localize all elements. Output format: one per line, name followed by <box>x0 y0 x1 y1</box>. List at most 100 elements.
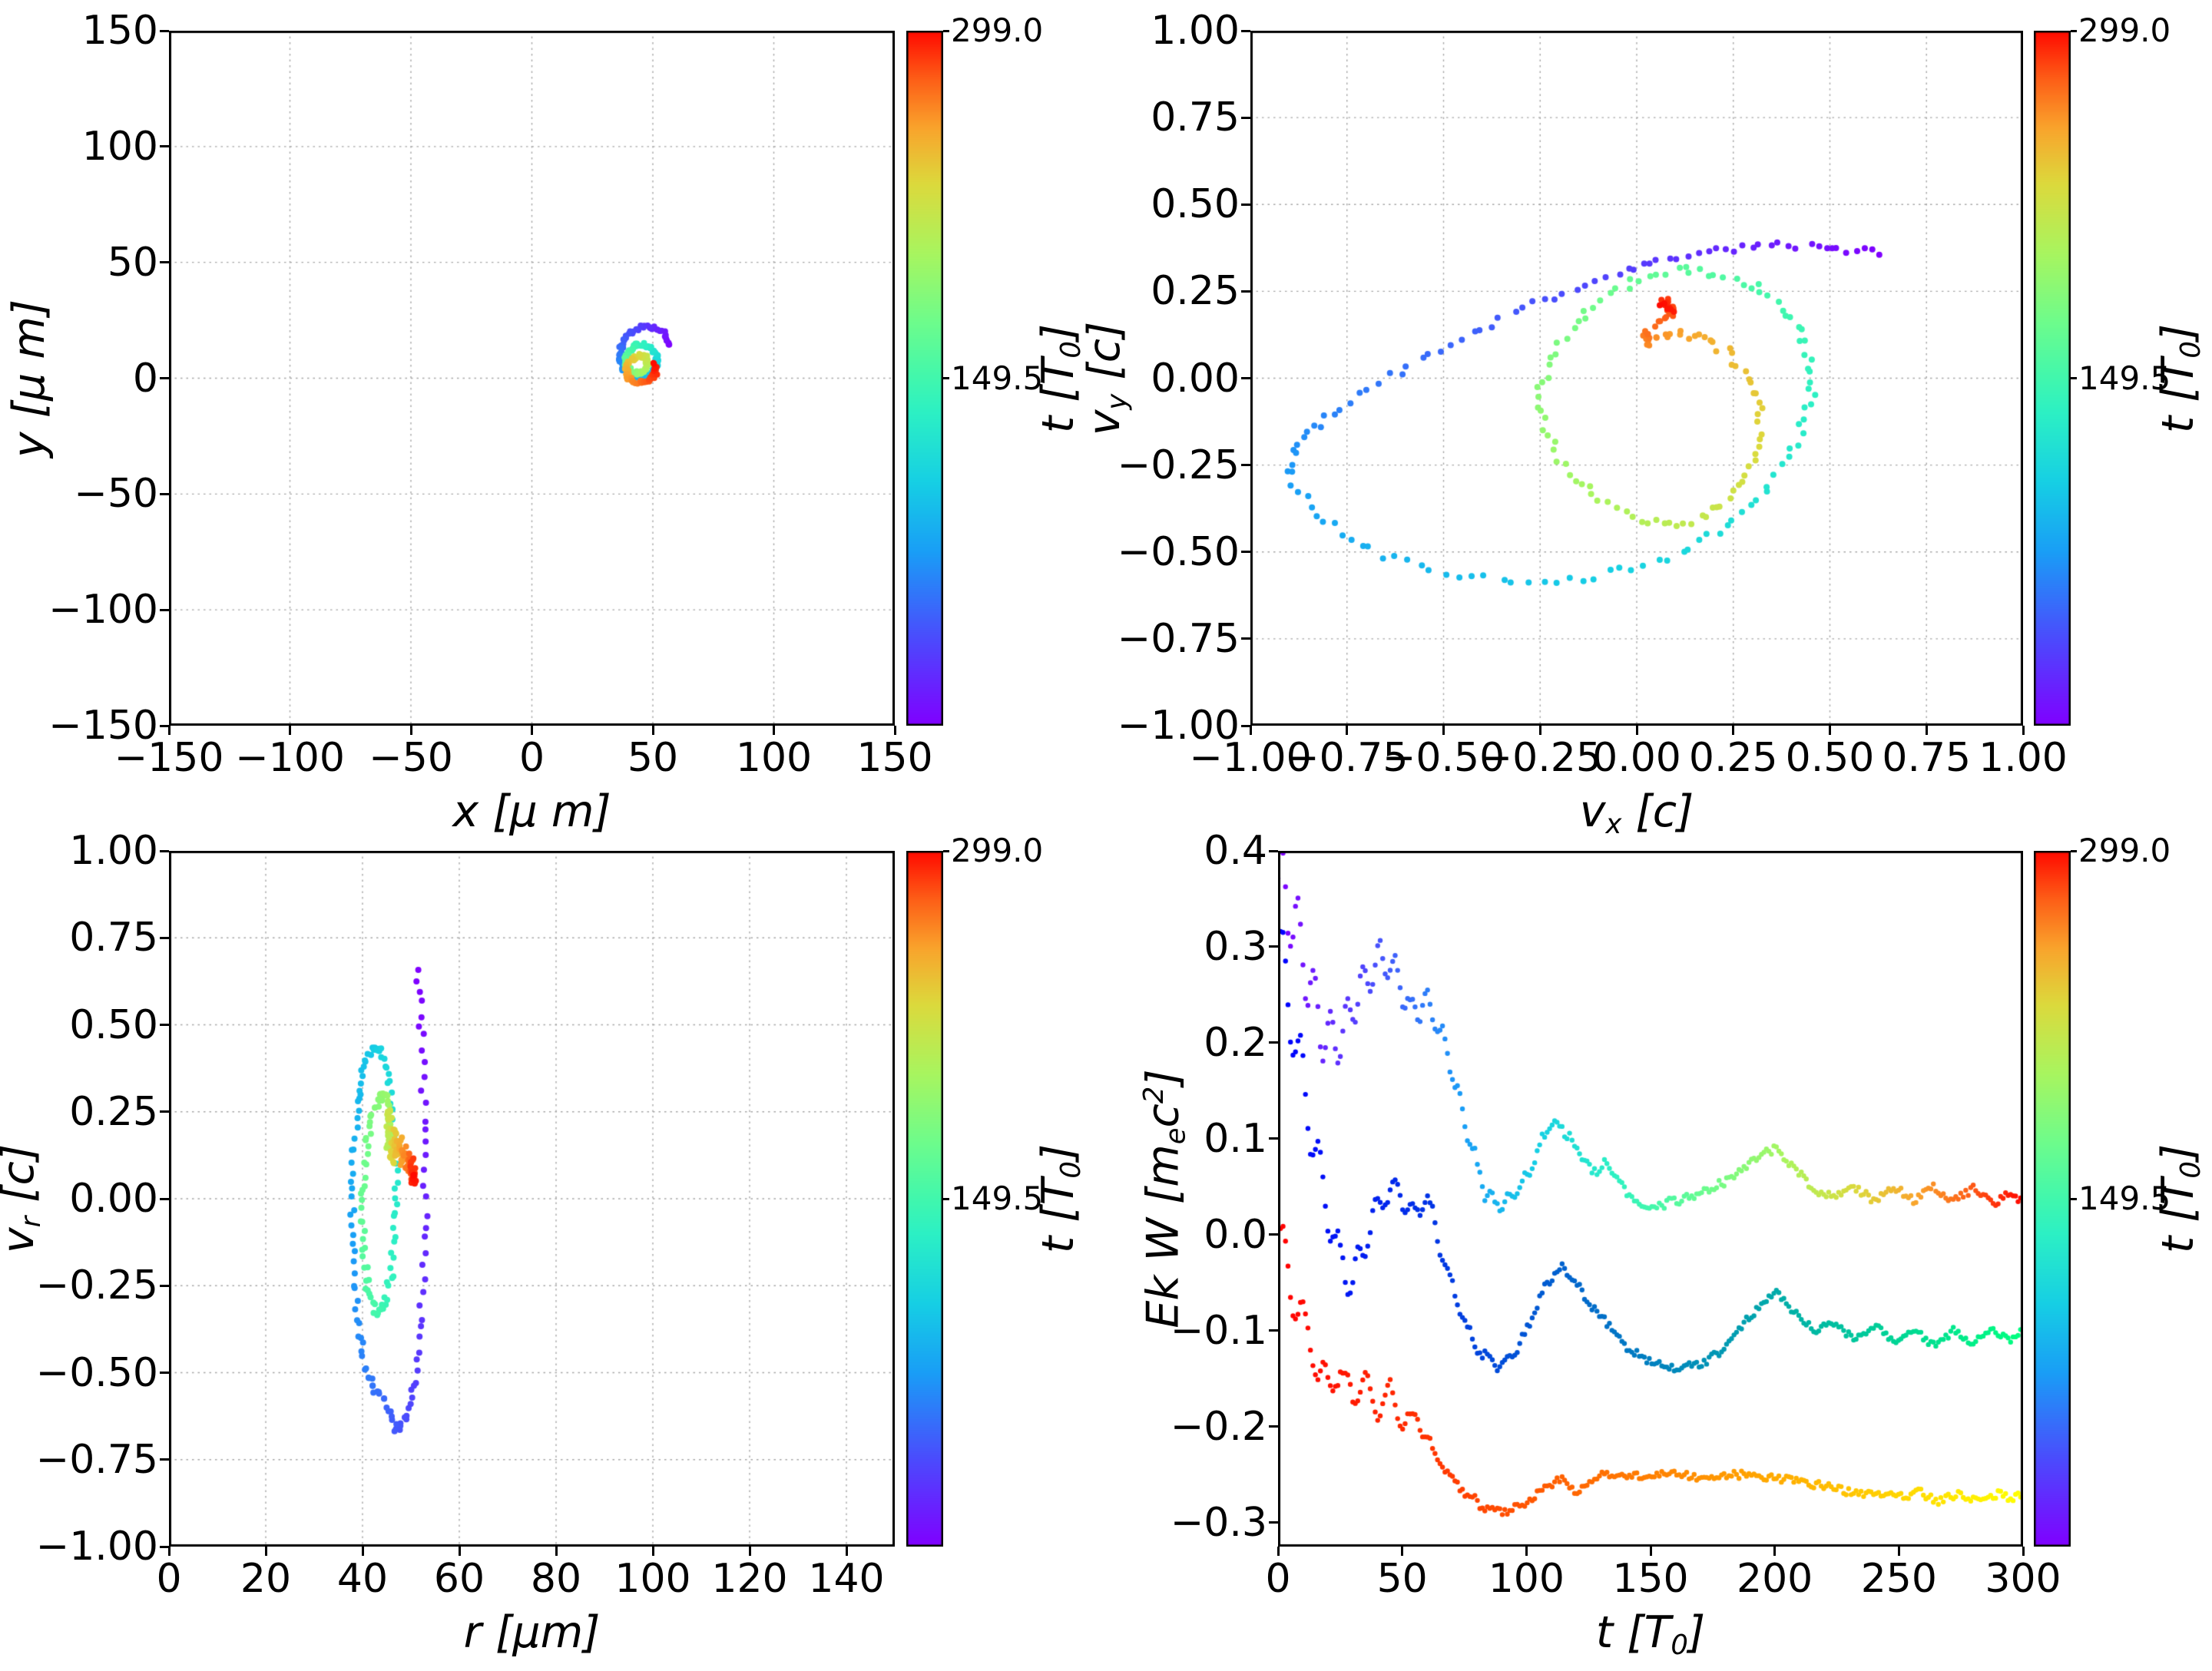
x-tick-label: 150 <box>1612 1556 1689 1602</box>
x-tick-mark <box>1773 1547 1777 1556</box>
velocity-vxvy-plot-canvas <box>1250 31 2023 726</box>
x-tick-label: 60 <box>433 1556 485 1602</box>
colorbar-label: t [T0] <box>2153 323 2207 433</box>
x-tick-label: 250 <box>1860 1556 1937 1602</box>
x-tick-label: 20 <box>240 1556 292 1602</box>
y-tick-label: 0.0 <box>1204 1211 1267 1258</box>
y-tick-mark <box>1241 203 1250 206</box>
x-tick-mark <box>651 726 654 735</box>
y-tick-mark <box>160 1110 169 1113</box>
x-tick-mark <box>531 726 533 735</box>
time-colorbar <box>906 851 943 1547</box>
y-tick-mark <box>160 1284 169 1287</box>
y-tick-label: −0.3 <box>1170 1499 1267 1546</box>
x-tick-label: 200 <box>1737 1556 1813 1602</box>
x-tick-label: 0 <box>518 735 545 781</box>
y-tick-mark <box>160 1197 169 1200</box>
label-subscript: 0 <box>1671 1629 1688 1661</box>
y-tick-mark <box>1241 637 1250 640</box>
y-tick-label: −0.75 <box>1117 615 1240 662</box>
colorbar-tick-mark <box>2071 377 2077 379</box>
y-tick-mark <box>1241 29 1250 32</box>
y-tick-mark <box>160 936 169 939</box>
y-tick-label: 150 <box>81 8 158 54</box>
y-tick-mark <box>160 849 169 852</box>
x-tick-mark <box>1442 726 1445 735</box>
y-tick-mark <box>160 29 169 32</box>
colorbar-tick-max-label: 299.0 <box>951 12 1044 49</box>
y-tick-label: −0.50 <box>35 1349 158 1396</box>
y-tick-mark <box>1269 1137 1278 1140</box>
y-tick-label: 0.75 <box>1151 94 1240 141</box>
colorbar-tick-mid-label: 149.5 <box>2078 1180 2171 1217</box>
x-tick-mark <box>409 726 412 735</box>
x-tick-mark <box>893 726 896 735</box>
y-tick-label: 1.00 <box>69 828 158 874</box>
y-tick-mark <box>1241 551 1250 554</box>
x-tick-label: 0.75 <box>1882 735 1972 781</box>
colorbar-tick-mark <box>2071 30 2077 32</box>
x-tick-mark <box>1925 726 1928 735</box>
y-tick-label: 1.00 <box>1151 8 1240 54</box>
label-subscript: 0 <box>2174 1161 2207 1179</box>
y-tick-mark <box>1241 464 1250 467</box>
y-tick-mark <box>1241 290 1250 293</box>
y-tick-mark <box>1269 1425 1278 1428</box>
y-tick-mark <box>160 492 169 495</box>
y-tick-label: −0.25 <box>35 1262 158 1309</box>
x-axis-label: t [T0] <box>1595 1607 1706 1661</box>
x-tick-mark <box>167 726 171 735</box>
y-tick-mark <box>160 145 169 148</box>
x-tick-label: −0.25 <box>1479 735 1601 781</box>
x-tick-label: 0.50 <box>1785 735 1875 781</box>
time-colorbar <box>2034 31 2071 726</box>
x-tick-label: −50 <box>369 735 453 781</box>
x-tick-mark <box>773 726 775 735</box>
y-tick-mark <box>160 261 169 264</box>
y-tick-mark <box>160 1372 169 1374</box>
x-tick-label: 0.00 <box>1592 735 1681 781</box>
label-subscript: e <box>1160 1127 1192 1145</box>
y-tick-label: 50 <box>107 239 158 286</box>
y-tick-label: 0.00 <box>69 1176 158 1222</box>
y-tick-mark <box>160 1024 169 1026</box>
x-tick-label: −150 <box>114 735 224 781</box>
x-tick-label: 40 <box>336 1556 389 1602</box>
y-axis-label: vr [c] <box>0 1143 47 1253</box>
x-tick-label: 0 <box>1265 1556 1291 1602</box>
x-tick-label: 100 <box>735 735 813 781</box>
y-tick-label: 0.25 <box>1151 268 1240 315</box>
y-tick-mark <box>1269 1329 1278 1332</box>
y-axis-label: y [μ m] <box>4 299 55 458</box>
colorbar-tick-mid-label: 149.5 <box>2078 359 2171 397</box>
x-axis-label: x [μ m] <box>452 786 611 837</box>
time-colorbar <box>906 31 943 726</box>
x-tick-mark <box>1346 726 1349 735</box>
x-tick-mark <box>555 1547 558 1556</box>
colorbar-tick-max-label: 299.0 <box>2078 12 2171 49</box>
radial-phase-plot-canvas <box>169 851 895 1547</box>
x-tick-label: 80 <box>530 1556 582 1602</box>
y-axis-label: Ek W [mec2] <box>1137 1069 1192 1329</box>
colorbar-tick-mid-label: 149.5 <box>951 1180 1044 1217</box>
x-tick-mark <box>289 726 291 735</box>
x-tick-label: −0.50 <box>1382 735 1505 781</box>
label-subscript: 0 <box>1055 1161 1087 1179</box>
x-axis-label: r [μm] <box>463 1607 601 1658</box>
y-tick-mark <box>1269 945 1278 948</box>
colorbar-tick-mark <box>2071 850 2077 852</box>
y-tick-label: 0.3 <box>1204 923 1267 970</box>
label-subscript: x <box>1605 808 1622 840</box>
colorbar-tick-max-label: 299.0 <box>2078 832 2171 869</box>
y-tick-label: −0.50 <box>1117 528 1240 575</box>
y-tick-label: −100 <box>48 587 158 634</box>
y-tick-label: −1.00 <box>35 1524 158 1570</box>
x-tick-mark <box>1525 1547 1528 1556</box>
colorbar-tick-mark <box>943 30 949 32</box>
label-supscript: 2 <box>1138 1086 1170 1104</box>
x-tick-mark <box>1538 726 1541 735</box>
y-tick-label: 0.2 <box>1204 1019 1267 1066</box>
